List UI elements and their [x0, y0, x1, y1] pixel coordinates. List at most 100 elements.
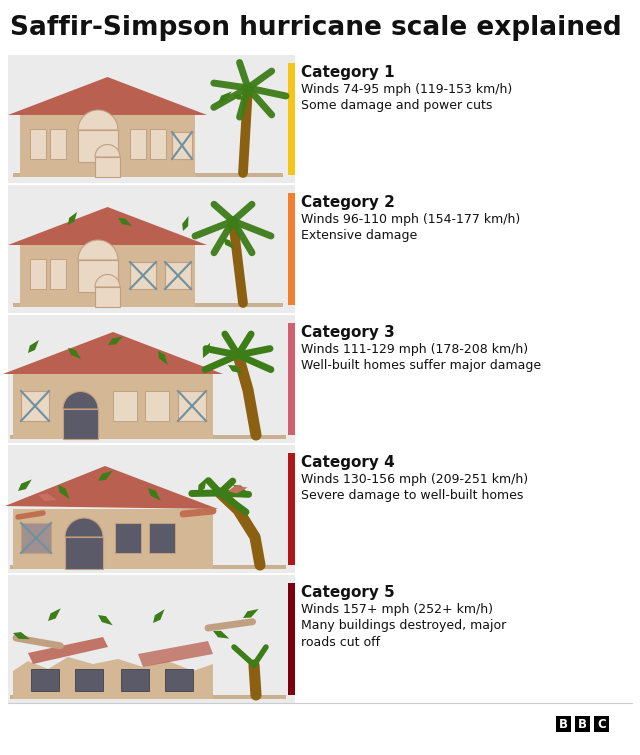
Bar: [115, 523, 141, 553]
Bar: [21, 523, 51, 553]
Wedge shape: [95, 144, 120, 157]
Bar: [594, 716, 609, 732]
Text: Category 4: Category 4: [301, 455, 395, 470]
Text: Category 2: Category 2: [301, 195, 395, 210]
Text: Category 1: Category 1: [301, 65, 395, 80]
Polygon shape: [28, 340, 39, 353]
Bar: [13, 173, 283, 177]
Polygon shape: [213, 630, 229, 639]
Polygon shape: [138, 641, 213, 667]
Polygon shape: [18, 479, 32, 491]
Polygon shape: [13, 632, 30, 639]
Polygon shape: [5, 466, 218, 509]
Polygon shape: [68, 212, 77, 225]
Bar: [50, 259, 66, 289]
Polygon shape: [243, 609, 259, 618]
Bar: [149, 523, 175, 553]
Text: Severe damage to well-built homes: Severe damage to well-built homes: [301, 489, 524, 502]
Text: Winds 74-95 mph (119-153 km/h): Winds 74-95 mph (119-153 km/h): [301, 83, 512, 96]
Text: B: B: [559, 717, 568, 731]
Bar: [13, 303, 283, 307]
Bar: [13, 509, 213, 569]
Bar: [288, 63, 295, 175]
Bar: [78, 260, 118, 292]
Polygon shape: [203, 343, 210, 358]
Bar: [556, 716, 571, 732]
Text: Winds 130-156 mph (209-251 km/h): Winds 130-156 mph (209-251 km/h): [301, 473, 528, 486]
Polygon shape: [8, 77, 207, 115]
Bar: [65, 537, 103, 569]
Wedge shape: [78, 240, 118, 260]
Wedge shape: [95, 275, 120, 287]
Polygon shape: [58, 485, 70, 499]
Bar: [145, 391, 169, 421]
Bar: [8, 445, 295, 573]
Bar: [130, 129, 146, 159]
Bar: [30, 129, 46, 159]
Polygon shape: [233, 94, 246, 100]
Text: Winds 111-129 mph (178-208 km/h): Winds 111-129 mph (178-208 km/h): [301, 343, 528, 356]
Bar: [31, 669, 59, 691]
Wedge shape: [63, 392, 98, 409]
Polygon shape: [28, 637, 108, 664]
Bar: [95, 157, 120, 177]
Bar: [288, 453, 295, 565]
Bar: [8, 185, 295, 313]
Polygon shape: [118, 218, 132, 226]
Bar: [13, 374, 213, 439]
Polygon shape: [223, 238, 234, 249]
Bar: [20, 115, 195, 177]
Polygon shape: [198, 477, 207, 493]
Text: Some damage and power cuts: Some damage and power cuts: [301, 99, 492, 112]
Bar: [75, 669, 103, 691]
Polygon shape: [148, 488, 161, 501]
Bar: [113, 391, 137, 421]
Polygon shape: [108, 337, 123, 345]
Bar: [10, 435, 286, 439]
Polygon shape: [158, 351, 168, 365]
Polygon shape: [13, 657, 213, 699]
Polygon shape: [38, 493, 58, 501]
Bar: [130, 262, 156, 289]
Polygon shape: [98, 470, 113, 481]
Bar: [8, 55, 295, 183]
Text: Category 3: Category 3: [301, 325, 395, 340]
Bar: [10, 565, 286, 569]
Bar: [172, 132, 192, 159]
Bar: [288, 323, 295, 435]
Bar: [150, 129, 166, 159]
Polygon shape: [228, 485, 248, 494]
Bar: [8, 575, 295, 703]
Wedge shape: [78, 110, 118, 130]
Bar: [10, 695, 286, 699]
Polygon shape: [3, 332, 223, 374]
Text: Saffir-Simpson hurricane scale explained: Saffir-Simpson hurricane scale explained: [10, 15, 621, 41]
Bar: [8, 315, 295, 443]
Bar: [50, 129, 66, 159]
Text: B: B: [578, 717, 587, 731]
Bar: [78, 130, 118, 162]
Text: Extensive damage: Extensive damage: [301, 229, 417, 242]
Polygon shape: [153, 609, 164, 623]
Bar: [21, 391, 49, 421]
Text: Category 5: Category 5: [301, 585, 395, 600]
Bar: [288, 583, 295, 695]
Bar: [20, 245, 195, 307]
Text: Well-built homes suffer major damage: Well-built homes suffer major damage: [301, 359, 541, 372]
Bar: [63, 409, 98, 439]
Polygon shape: [8, 207, 207, 245]
Bar: [165, 669, 193, 691]
Polygon shape: [48, 609, 61, 621]
Bar: [121, 669, 149, 691]
Polygon shape: [182, 216, 188, 231]
Polygon shape: [233, 485, 248, 494]
Bar: [288, 193, 295, 305]
Polygon shape: [218, 91, 232, 103]
Bar: [178, 391, 206, 421]
Text: Winds 96-110 mph (154-177 km/h): Winds 96-110 mph (154-177 km/h): [301, 213, 520, 226]
Polygon shape: [98, 615, 113, 625]
Bar: [575, 716, 590, 732]
Polygon shape: [228, 365, 243, 374]
Bar: [165, 262, 191, 289]
Text: Many buildings destroyed, major
roads cut off: Many buildings destroyed, major roads cu…: [301, 619, 506, 649]
